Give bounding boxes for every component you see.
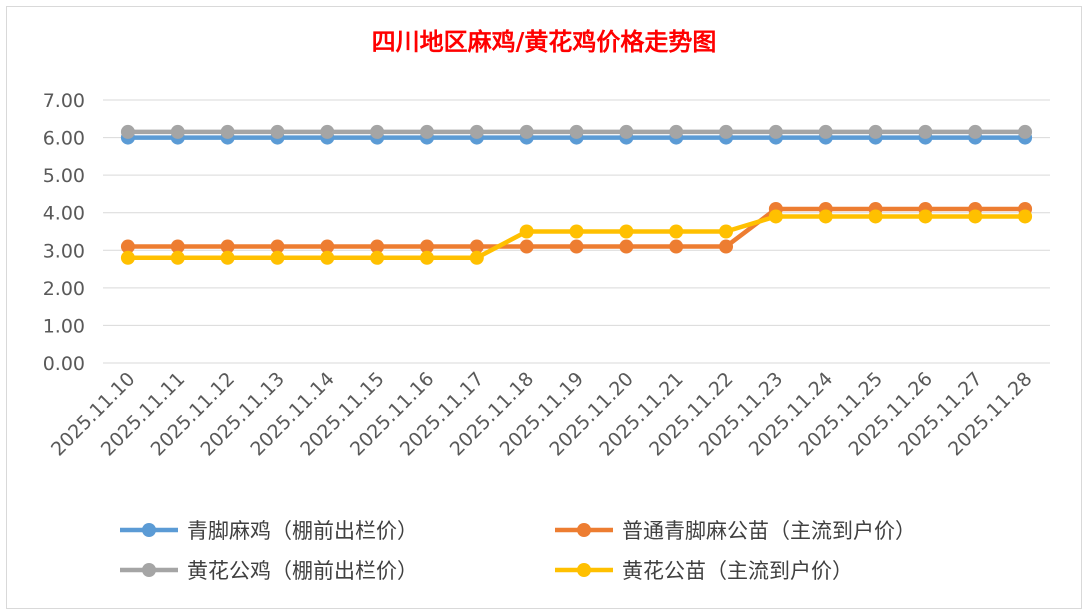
data-point — [120, 239, 135, 254]
legend-swatch-marker — [142, 563, 156, 577]
data-point — [719, 239, 734, 254]
data-point — [320, 124, 335, 139]
data-point — [818, 124, 833, 139]
data-point — [569, 224, 584, 239]
data-point — [370, 250, 385, 265]
data-point — [719, 224, 734, 239]
legend-item: 普通青脚麻公苗（主流到户价） — [555, 519, 916, 543]
y-axis-ticks: 7.00 6.00 5.00 4.00 3.00 2.00 1.00 0.00 — [43, 90, 85, 375]
chart-title: 四川地区麻鸡/黄花鸡价格走势图 — [372, 27, 717, 56]
data-point — [220, 250, 235, 265]
y-tick-label: 2.00 — [43, 278, 85, 300]
data-point — [419, 250, 434, 265]
legend-swatch-marker — [577, 563, 591, 577]
legend-label: 黄花公苗（主流到户价） — [622, 559, 853, 583]
data-point — [619, 124, 634, 139]
y-tick-label: 6.00 — [43, 128, 85, 150]
data-point — [469, 239, 484, 254]
data-point — [868, 124, 883, 139]
legend-label: 青脚麻鸡（棚前出栏价） — [187, 519, 418, 543]
y-tick-label: 7.00 — [43, 90, 85, 112]
data-point — [170, 124, 185, 139]
legend: 青脚麻鸡（棚前出栏价） 普通青脚麻公苗（主流到户价） 黄花公鸡（棚前出栏价） 黄花公苗… — [120, 519, 916, 583]
legend-swatch-marker — [577, 523, 591, 537]
data-point — [270, 239, 285, 254]
legend-label: 普通青脚麻公苗（主流到户价） — [622, 519, 916, 543]
data-point — [669, 224, 684, 239]
data-point — [968, 124, 983, 139]
data-point — [469, 124, 484, 139]
data-point — [669, 124, 684, 139]
data-point — [968, 209, 983, 224]
data-point — [320, 239, 335, 254]
data-point — [619, 239, 634, 254]
data-point — [120, 250, 135, 265]
data-point — [519, 224, 534, 239]
legend-label: 黄花公鸡（棚前出栏价） — [187, 559, 418, 583]
data-point — [320, 250, 335, 265]
data-point — [569, 239, 584, 254]
data-point — [270, 250, 285, 265]
data-point — [768, 209, 783, 224]
chart-frame — [6, 6, 1082, 609]
data-point — [170, 250, 185, 265]
series-3 — [120, 209, 1033, 265]
legend-item: 黄花公鸡（棚前出栏价） — [120, 559, 418, 583]
y-tick-label: 1.00 — [43, 315, 85, 337]
data-point — [818, 209, 833, 224]
data-point — [719, 124, 734, 139]
data-point — [519, 239, 534, 254]
data-point — [1018, 209, 1033, 224]
y-tick-label: 3.00 — [43, 240, 85, 262]
data-point — [669, 239, 684, 254]
legend-swatch-marker — [142, 523, 156, 537]
series-group — [120, 124, 1033, 265]
data-point — [419, 239, 434, 254]
y-tick-label: 5.00 — [43, 165, 85, 187]
y-tick-label: 0.00 — [43, 353, 85, 375]
data-point — [569, 124, 584, 139]
data-point — [170, 239, 185, 254]
data-point — [1018, 124, 1033, 139]
data-point — [370, 239, 385, 254]
data-point — [768, 124, 783, 139]
data-point — [370, 124, 385, 139]
data-point — [519, 124, 534, 139]
y-tick-label: 4.00 — [43, 203, 85, 225]
data-point — [419, 124, 434, 139]
legend-item: 黄花公苗（主流到户价） — [555, 559, 853, 583]
data-point — [918, 209, 933, 224]
data-point — [619, 224, 634, 239]
data-point — [469, 250, 484, 265]
series-2 — [120, 124, 1033, 139]
data-point — [918, 124, 933, 139]
legend-item: 青脚麻鸡（棚前出栏价） — [120, 519, 418, 543]
data-point — [270, 124, 285, 139]
data-point — [120, 124, 135, 139]
data-point — [868, 209, 883, 224]
data-point — [220, 124, 235, 139]
x-axis-ticks: 2025.11.102025.11.112025.11.122025.11.13… — [47, 368, 1037, 460]
data-point — [220, 239, 235, 254]
